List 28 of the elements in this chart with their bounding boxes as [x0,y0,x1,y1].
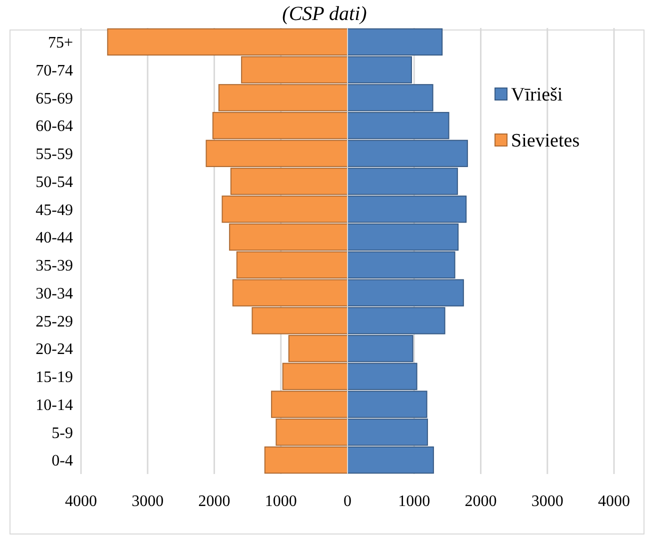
x-tick-label: 4000 [65,493,97,510]
x-tick-label: 1000 [264,493,297,510]
y-tick-label: 65-69 [36,90,73,108]
y-tick-label: 0-4 [52,452,73,470]
y-tick-label: 25-29 [36,313,73,330]
x-tick-label: 0 [344,493,352,510]
x-tick-label: 1000 [398,493,430,510]
y-tick-label: 5-9 [52,424,73,442]
x-tick-label: 2000 [464,493,497,510]
legend-label: Sievietes [511,130,580,152]
y-tick-label: 50-54 [36,174,73,191]
x-tick-label: 3000 [531,493,564,510]
legend-label: Vīrieši [511,84,563,106]
y-tick-label: 55-59 [36,146,73,164]
y-tick-label: 10-14 [36,396,73,414]
y-tick-label: 35-39 [36,258,73,275]
x-tick-label: 3000 [132,493,164,510]
x-tick-label: 4000 [598,493,630,510]
y-tick-label: 70-74 [36,62,73,80]
y-tick-label: 45-49 [36,202,73,219]
x-tick-label: 2000 [198,493,230,510]
y-tick-label: 15-19 [36,369,73,386]
chart-title: (CSP dati) [282,3,368,25]
y-tick-label: 20-24 [36,341,73,358]
y-tick-label: 40-44 [36,230,73,247]
y-tick-label: 30-34 [36,285,73,302]
y-tick-label: 60-64 [36,118,73,136]
y-tick-label: 75+ [48,34,73,52]
